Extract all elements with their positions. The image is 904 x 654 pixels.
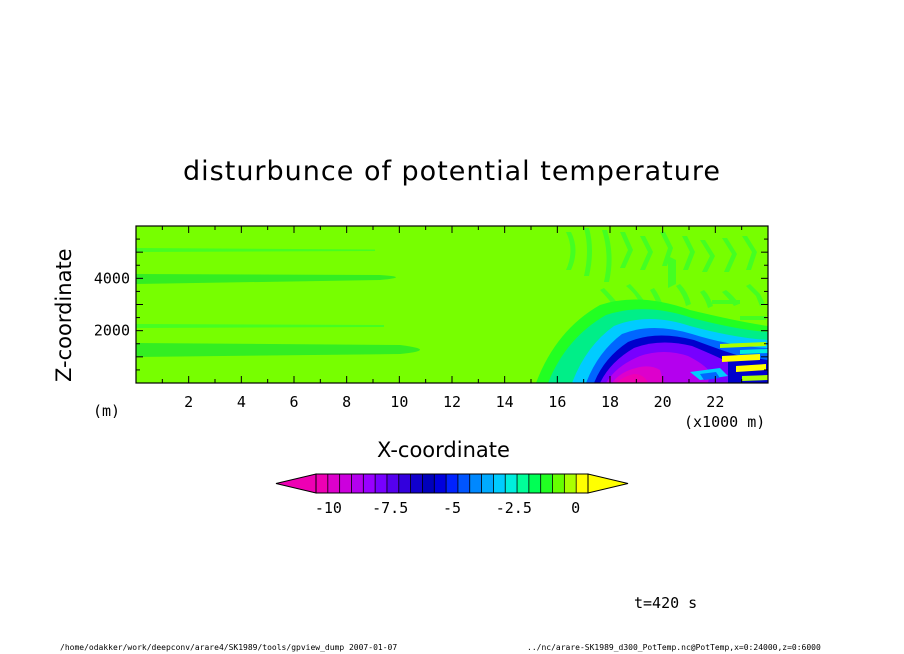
streak-lower [136,343,420,357]
x-tick-label: 18 [601,393,619,411]
streak-upper [136,248,375,252]
colorbar: -10 -7.5 -5 -2.5 0 [275,473,629,517]
colorbar-swatch [505,474,518,493]
y-tick-label: 4000 [94,269,130,287]
y-axis-label: Z-coordinate [52,248,76,382]
field-layer [136,228,768,383]
x-tick-label: 2 [184,393,193,411]
colorbar-swatch [493,474,506,493]
colorbar-swatch [434,474,447,493]
colorbar-swatch [327,474,341,493]
streak-mid-upper [136,274,396,284]
colorbar-frame [315,473,589,494]
colorbar-extend-high [587,473,629,494]
colorbar-swatch [528,474,542,493]
colorbar-tick-label: -7.5 [372,499,408,517]
colorbar-swatch [576,474,589,493]
x-axis-unit: (x1000 m) [684,413,766,431]
x-tick-label: 6 [289,393,298,411]
contour-8 [616,374,648,383]
y-axis-unit: (m) [93,402,121,420]
colorbar-swatch [398,474,412,493]
colorbar-swatch [363,474,376,493]
x-tick-label: 8 [342,393,351,411]
cool-blob-3 [740,349,768,354]
x-axis-label: X-coordinate [377,438,510,462]
footer-source: ../nc/arare-SK1989_d300_PotTemp.nc@PotTe… [527,643,821,652]
colorbar-tick-label: -2.5 [496,499,532,517]
time-label: t=420 s [634,594,698,612]
colorbar-tick-label: 0 [571,499,580,517]
colorbar-swatch [446,474,459,493]
colorbar-swatch [469,474,482,493]
y-tick-label: 2000 [94,322,130,340]
colorbar-swatch [540,474,553,493]
axes: 2 4 6 8 10 12 14 16 18 20 22 2000 4000 [94,226,768,411]
colorbar-swatch [457,474,471,493]
warm-blob-4 [742,375,768,381]
x-tick-label: 22 [706,393,724,411]
colorbar-swatch [552,474,565,493]
x-tick-label: 20 [654,393,672,411]
colorbar-swatch [564,474,577,493]
x-tick-label: 16 [548,393,566,411]
warm-blob-1 [722,354,760,362]
colorbar-swatch [339,474,352,493]
colorbar-swatch [386,474,400,493]
cold-pool [536,299,768,383]
footer-path: /home/odakker/work/deepconv/arare4/SK198… [60,643,398,652]
colorbar-tick-label: -10 [315,499,342,517]
colorbar-tick-label: -5 [443,499,461,517]
x-tick-label: 12 [443,393,461,411]
wave-pattern [566,228,766,320]
colorbar-swatch [517,474,530,493]
colorbar-swatch [351,474,364,493]
colorbar-extend-low [275,473,317,494]
x-tick-label: 14 [496,393,514,411]
warm-blob-3 [720,342,766,348]
streak-mid-lower [136,324,384,328]
colorbar-swatch [316,474,329,493]
colorbar-swatch [375,474,388,493]
warm-blob-2 [736,364,766,372]
colorbar-swatch [422,474,435,493]
colorbar-swatch [481,474,494,493]
colorbar-swatch [410,474,423,493]
x-tick-label: 4 [237,393,246,411]
x-tick-label: 10 [390,393,408,411]
chart-title: disturbunce of potential temperature [183,156,721,187]
